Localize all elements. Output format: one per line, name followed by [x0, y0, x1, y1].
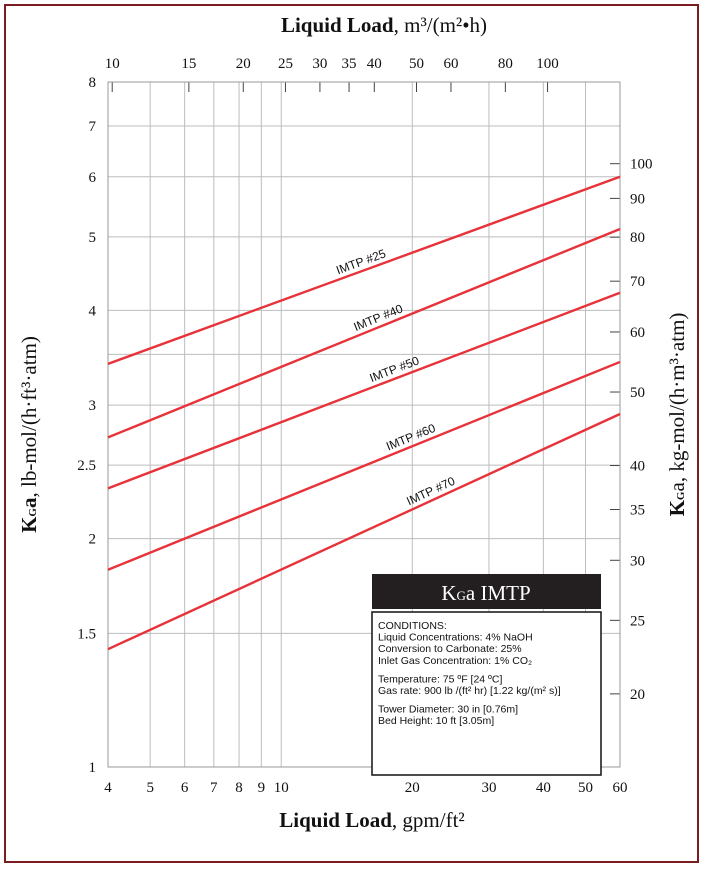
right-tick-label: 40 — [630, 459, 645, 475]
condition-line: Tower Diameter: 30 in [0.76m] — [378, 704, 518, 716]
top-tick-label: 25 — [278, 56, 293, 72]
x-tick-label: 6 — [181, 780, 189, 796]
x-tick-label: 20 — [405, 780, 420, 796]
condition-line: Gas rate: 900 lb /(ft² hr) [1.22 kg/(m² … — [378, 685, 561, 697]
y-axis-title-right: KGa, kg-mol/(h·m³·atm) — [665, 313, 689, 517]
top-tick-label: 80 — [498, 56, 513, 72]
x-tick-label: 5 — [146, 780, 154, 796]
condition-line: Temperature: 75 ºF [24 ºC] — [378, 673, 502, 685]
conditions-lines: Liquid Concentrations: 4% NaOHConversion… — [378, 632, 561, 728]
y-tick-label: 5 — [89, 230, 97, 246]
top-tick-label: 100 — [536, 56, 559, 72]
y-tick-label: 6 — [89, 170, 97, 186]
y-tick-label: 1.5 — [77, 626, 96, 642]
right-tick-label: 80 — [630, 230, 645, 246]
y-tick-label: 4 — [89, 303, 97, 319]
condition-line: Liquid Concentrations: 4% NaOH — [378, 632, 533, 644]
y-tick-label: 2.5 — [77, 458, 96, 474]
right-tick-label: 20 — [630, 687, 645, 703]
x-tick-label: 7 — [210, 780, 218, 796]
x-tick-label: 60 — [613, 780, 628, 796]
condition-line: Conversion to Carbonate: 25% — [378, 643, 522, 655]
y-tick-label: 3 — [89, 398, 97, 414]
right-tick-label: 30 — [630, 553, 645, 569]
y-axis-title-left: KGa, lb-mol/(h·ft³·atm) — [17, 336, 41, 533]
right-tick-label: 25 — [630, 613, 645, 629]
top-tick-label: 40 — [367, 56, 382, 72]
y-tick-label: 1 — [89, 760, 97, 776]
x-tick-label: 9 — [258, 780, 266, 796]
series-label: IMTP #40 — [352, 301, 406, 334]
top-tick-label: 10 — [105, 56, 120, 72]
top-tick-label: 15 — [181, 56, 196, 72]
right-tick-label: 100 — [630, 157, 653, 173]
top-tick-label: 30 — [312, 56, 327, 72]
series-line — [107, 360, 621, 571]
x-tick-label: 40 — [536, 780, 551, 796]
legend-title-bar — [372, 574, 601, 609]
legend-conditions-box — [371, 611, 602, 776]
x-axis-title: Liquid Load, gpm/ft² — [279, 808, 464, 832]
condition-line: Bed Height: 10 ft [3.05m] — [378, 715, 494, 727]
legend-title: KGa IMTP — [441, 581, 530, 605]
series-line — [107, 175, 621, 365]
series-line — [107, 227, 621, 439]
x-tick-label: 4 — [104, 780, 112, 796]
x-tick-label: 50 — [578, 780, 593, 796]
right-tick-label: 35 — [630, 503, 645, 519]
right-tick-label: 50 — [630, 385, 645, 401]
plot-area — [107, 81, 621, 768]
top-tick-label: 35 — [342, 56, 357, 72]
series-label: IMTP #25 — [334, 246, 388, 277]
top-tick-label: 50 — [409, 56, 424, 72]
x-tick-label: 10 — [274, 780, 289, 796]
top-axis-title: Liquid Load, m³/(m²•h) — [281, 13, 487, 37]
series-line — [107, 291, 621, 490]
top-tick-label: 20 — [236, 56, 251, 72]
series-label: IMTP #60 — [384, 421, 438, 454]
conditions-heading: CONDITIONS: — [378, 620, 447, 632]
y-tick-label: 2 — [89, 532, 97, 548]
right-tick-label: 70 — [630, 274, 645, 290]
y-tick-label: 8 — [89, 75, 97, 91]
series-line — [107, 412, 621, 651]
x-tick-label: 30 — [481, 780, 496, 796]
condition-line: Inlet Gas Concentration: 1% CO₂ — [378, 655, 532, 667]
y-tick-label: 7 — [89, 119, 97, 135]
conditions-legend: KGa IMTP CONDITIONS: Liquid Concentratio… — [371, 574, 602, 776]
right-tick-label: 90 — [630, 191, 645, 207]
x-tick-label: 8 — [235, 780, 243, 796]
right-tick-label: 60 — [630, 325, 645, 341]
series-label: IMTP #50 — [368, 353, 422, 385]
top-tick-label: 60 — [443, 56, 458, 72]
